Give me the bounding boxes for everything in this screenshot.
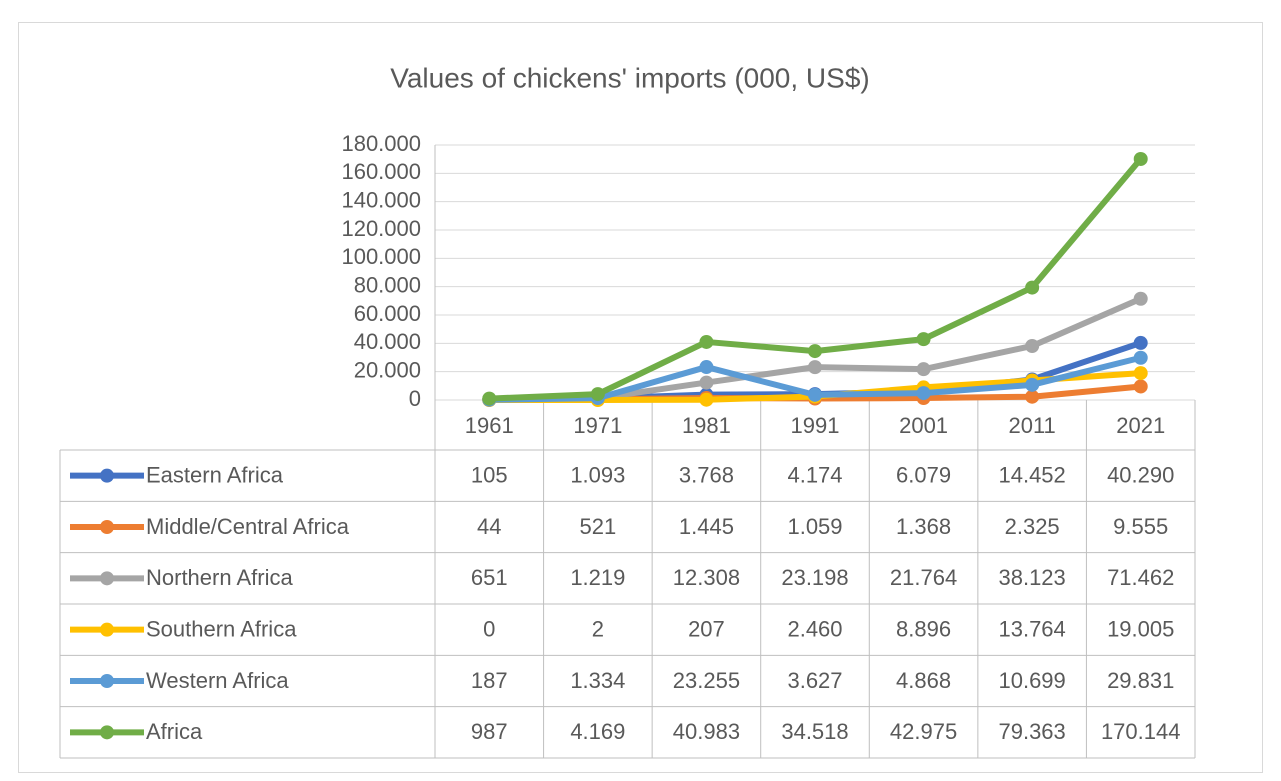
y-tick-label: 120.000	[341, 216, 421, 241]
y-tick-label: 140.000	[341, 187, 421, 212]
x-tick-label: 1991	[791, 413, 840, 438]
y-tick-label: 180.000	[341, 131, 421, 156]
table-cell: 13.764	[998, 616, 1065, 641]
table-cell: 3.768	[679, 462, 734, 487]
legend-label: Middle/Central Africa	[146, 514, 350, 539]
table-cell: 71.462	[1107, 565, 1174, 590]
table-cell: 6.079	[896, 462, 951, 487]
table-cell: 3.627	[787, 668, 842, 693]
marker	[808, 387, 822, 402]
table-cell: 44	[477, 514, 501, 539]
table-cell: 207	[688, 616, 725, 641]
table-cell: 521	[579, 514, 616, 539]
table-cell: 23.198	[781, 565, 848, 590]
marker	[699, 360, 714, 375]
marker	[1025, 389, 1040, 404]
legend-marker	[100, 674, 114, 688]
marker	[699, 375, 714, 390]
table-cell: 1.445	[679, 514, 734, 539]
table-cell: 187	[471, 668, 508, 693]
table-cell: 1.334	[570, 668, 625, 693]
legend-label: Western Africa	[146, 668, 289, 693]
table-cell: 21.764	[890, 565, 957, 590]
table-cell: 2	[592, 616, 604, 641]
marker	[916, 332, 931, 347]
table-cell: 4.868	[896, 668, 951, 693]
table-cell: 14.452	[998, 462, 1065, 487]
y-tick-label: 60.000	[354, 301, 421, 326]
marker	[1025, 377, 1040, 392]
table-cell: 1.093	[570, 462, 625, 487]
marker	[699, 334, 714, 349]
y-tick-label: 160.000	[341, 159, 421, 184]
marker	[1133, 366, 1148, 381]
legend-marker	[100, 725, 114, 740]
table-cell: 12.308	[673, 565, 740, 590]
table-cell: 2.460	[787, 616, 842, 641]
table-cell: 651	[471, 565, 508, 590]
marker	[1133, 350, 1148, 365]
table-cell: 8.896	[896, 616, 951, 641]
table-cell: 38.123	[998, 565, 1065, 590]
marker	[916, 386, 931, 401]
table-cell: 9.555	[1113, 514, 1168, 539]
table-cell: 105	[471, 462, 508, 487]
table-cell: 23.255	[673, 668, 740, 693]
legend-marker	[100, 468, 114, 483]
marker	[1025, 338, 1040, 353]
table-cell: 10.699	[998, 668, 1065, 693]
table-cell: 1.368	[896, 514, 951, 539]
marker	[1133, 151, 1148, 166]
table-cell: 4.174	[787, 462, 842, 487]
x-tick-label: 2001	[899, 413, 948, 438]
x-tick-label: 1961	[465, 413, 514, 438]
legend-marker	[100, 571, 114, 586]
legend-label: Africa	[146, 719, 203, 744]
marker	[1133, 379, 1148, 394]
x-tick-label: 2021	[1116, 413, 1165, 438]
marker	[808, 360, 822, 375]
marker	[699, 392, 714, 407]
legend-label: Eastern Africa	[146, 462, 284, 487]
x-tick-label: 1971	[573, 413, 622, 438]
legend-label: Northern Africa	[146, 565, 293, 590]
legend-label: Southern Africa	[146, 616, 297, 641]
marker	[916, 362, 931, 377]
marker	[590, 387, 605, 402]
table-cell: 170.144	[1101, 719, 1181, 744]
x-tick-label: 2011	[1008, 413, 1055, 438]
table-cell: 40.290	[1107, 462, 1174, 487]
table-cell: 987	[471, 719, 508, 744]
chart-title: Values of chickens' imports (000, US$)	[390, 62, 869, 93]
table-cell: 29.831	[1107, 668, 1174, 693]
table-cell: 19.005	[1107, 616, 1174, 641]
table-cell: 4.169	[570, 719, 625, 744]
marker	[1133, 291, 1148, 306]
y-tick-label: 100.000	[341, 244, 421, 269]
legend-marker	[100, 622, 114, 637]
marker	[1025, 280, 1040, 295]
marker	[482, 391, 497, 406]
y-tick-label: 20.000	[354, 357, 421, 382]
table-cell: 1.059	[787, 514, 842, 539]
table-cell: 40.983	[673, 719, 740, 744]
y-tick-label: 80.000	[354, 272, 421, 297]
marker	[1133, 335, 1148, 350]
y-tick-label: 40.000	[354, 329, 421, 354]
table-cell: 79.363	[998, 719, 1065, 744]
table-cell: 1.219	[570, 565, 625, 590]
marker	[808, 344, 822, 359]
table-cell: 2.325	[1005, 514, 1060, 539]
table-cell: 0	[483, 616, 495, 641]
x-tick-label: 1981	[682, 413, 731, 438]
table-cell: 34.518	[781, 719, 848, 744]
legend-marker	[100, 520, 114, 534]
y-tick-label: 0	[409, 386, 421, 411]
table-cell: 42.975	[890, 719, 957, 744]
